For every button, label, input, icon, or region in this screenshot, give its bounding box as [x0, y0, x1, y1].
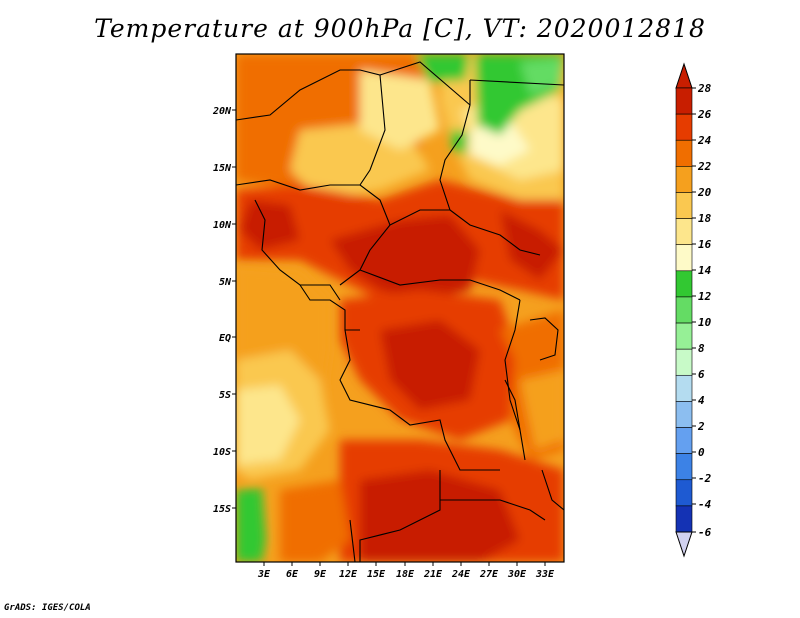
cb-label-26: 26 — [697, 108, 712, 121]
lat-label-eq: EQ — [219, 333, 231, 344]
cb-label-12: 12 — [698, 290, 712, 303]
cb-label-neg6: -6 — [698, 526, 712, 539]
lon-label-27e: 27E — [479, 569, 499, 580]
cb-label-0: 0 — [698, 446, 705, 459]
cb-label-6: 6 — [698, 368, 705, 381]
colorbar-segment — [675, 87, 693, 115]
temperature-field — [236, 54, 564, 562]
lon-label-18e: 18E — [396, 569, 415, 580]
lat-label-15n: 15N — [213, 163, 232, 174]
lat-label-20n: 20N — [212, 106, 232, 117]
lon-label-3e: 3E — [257, 569, 271, 580]
cb-label-14: 14 — [698, 264, 712, 277]
colorbar-segment — [675, 218, 693, 246]
colorbar-segment — [675, 139, 693, 167]
lon-label-33e: 33E — [535, 569, 555, 580]
cb-label-neg2: -2 — [698, 472, 712, 485]
cb-label-24: 24 — [697, 134, 712, 147]
cb-label-16: 16 — [698, 238, 712, 251]
lon-label-12e: 12E — [339, 569, 358, 580]
cb-label-2: 2 — [697, 420, 705, 433]
colorbar-segment — [675, 296, 693, 324]
lon-label-21e: 21E — [423, 569, 443, 580]
colorbar-segment — [675, 479, 693, 507]
map-frame — [235, 53, 565, 563]
grads-credit: GrADS: IGES/COLA — [4, 603, 91, 613]
colorbar-segment — [675, 113, 693, 141]
longitude-axis: 3E 6E 9E 12E 15E 18E 21E 24E 27E 30E 33E — [257, 562, 555, 580]
cb-label-22: 22 — [697, 160, 712, 173]
lon-label-15e: 15E — [367, 569, 386, 580]
lon-label-30e: 30E — [507, 569, 527, 580]
cb-label-18: 18 — [698, 212, 712, 225]
lon-label-6e: 6E — [286, 569, 299, 580]
colorbar-segment — [675, 166, 693, 193]
colorbar-segment — [675, 244, 693, 272]
latitude-axis: 20N 15N 10N 5N EQ 5S 10S 15S — [212, 106, 236, 515]
colorbar-segment — [675, 505, 693, 533]
colorbar-segment — [675, 453, 693, 481]
colorbar-segment — [675, 427, 693, 454]
colorbar: 28 26 24 22 20 18 16 14 12 10 8 6 4 2 0 … — [675, 62, 712, 558]
lon-label-9e: 9E — [314, 569, 327, 580]
cb-label-neg4: -4 — [698, 498, 712, 511]
colorbar-segments — [675, 87, 693, 533]
cb-label-28: 28 — [697, 82, 712, 95]
lat-label-5s: 5S — [219, 390, 231, 401]
colorbar-segment — [675, 192, 693, 219]
lat-label-5n: 5N — [219, 277, 232, 288]
colorbar-segment — [675, 401, 693, 428]
colorbar-segment — [675, 348, 693, 376]
country-borders — [236, 61, 564, 562]
colorbar-segment — [675, 374, 693, 402]
lat-label-10n: 10N — [213, 220, 232, 231]
cb-label-10: 10 — [698, 316, 712, 329]
lon-label-24e: 24E — [451, 569, 471, 580]
cb-label-20: 20 — [697, 186, 712, 199]
colorbar-segment — [675, 322, 693, 350]
colorbar-under-arrow — [675, 531, 693, 558]
colorbar-segment — [675, 270, 693, 298]
map-title: Temperature at 900hPa [C], VT: 202001281… — [94, 14, 706, 43]
cb-label-4: 4 — [698, 394, 705, 407]
cb-label-8: 8 — [698, 342, 705, 355]
colorbar-over-arrow — [675, 62, 693, 89]
lat-label-10s: 10S — [213, 447, 231, 458]
lat-label-15s: 15S — [213, 504, 231, 515]
